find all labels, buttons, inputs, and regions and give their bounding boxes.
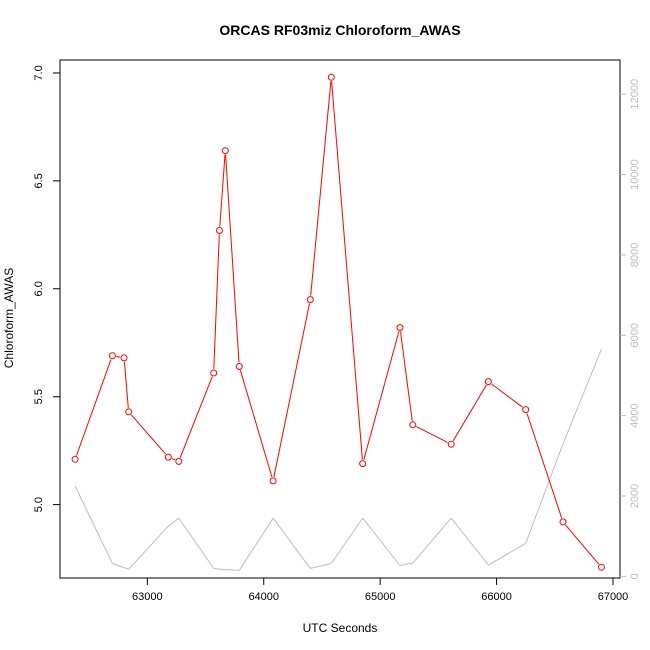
primary-series-point: [164, 453, 172, 461]
primary-series-segment: [225, 154, 240, 363]
primary-series-point: [559, 518, 567, 526]
primary-series-point: [108, 352, 116, 360]
primary-series-segment: [116, 355, 121, 358]
primary-series-point: [175, 457, 183, 465]
x-tick-label: 64000: [248, 591, 279, 603]
y2-tick-label: 12000: [629, 79, 641, 110]
primary-series-segment: [452, 384, 487, 441]
y-tick-label: 6.5: [33, 173, 45, 188]
primary-series-point: [221, 147, 229, 155]
secondary-series-segment: [310, 563, 332, 569]
primary-series-segment: [273, 303, 310, 478]
y2-tick-label: 8000: [629, 243, 641, 267]
primary-series-point: [359, 460, 367, 468]
primary-series-segment: [331, 81, 363, 460]
primary-series-point: [306, 296, 314, 304]
secondary-series-segment: [167, 517, 180, 527]
primary-series-point: [447, 440, 455, 448]
y2-tick-label: 6000: [629, 323, 641, 347]
y2-tick-label: 2000: [629, 484, 641, 508]
x-axis-label: UTC Seconds: [303, 621, 378, 635]
y-axis-left: 5.0 5.5 6.0 6.5 7.0: [33, 65, 60, 512]
secondary-series-segment: [178, 517, 215, 569]
primary-series-point: [125, 408, 133, 416]
secondary-series-segment: [74, 485, 113, 564]
y-axis-right: 0 2000 4000 6000 8000 10000 12000: [620, 79, 641, 579]
x-tick-label: 66000: [481, 591, 512, 603]
primary-series-point: [71, 455, 79, 463]
primary-series-segment: [179, 376, 213, 458]
primary-series-point: [597, 563, 605, 571]
primary-series-segment: [219, 154, 226, 227]
y2-tick-label: 10000: [629, 159, 641, 190]
x-tick-label: 67000: [598, 591, 629, 603]
primary-series-segment: [76, 359, 112, 456]
primary-series-segment: [363, 331, 400, 460]
primary-series-point: [235, 363, 243, 370]
primary-series-segment: [310, 81, 332, 296]
primary-series-point: [120, 354, 128, 362]
primary-series-point: [522, 406, 530, 414]
secondary-series-segment: [412, 517, 452, 564]
secondary-series-segment: [525, 443, 564, 544]
primary-series-point: [216, 227, 223, 234]
primary-series-segment: [171, 458, 176, 461]
primary-series-segment: [239, 370, 273, 478]
secondary-series-segment: [330, 517, 364, 564]
plot-frame: [59, 59, 621, 579]
secondary-series-segment: [213, 567, 220, 570]
secondary-series-segment: [450, 517, 489, 566]
primary-series-point: [409, 421, 417, 429]
x-tick-label: 65000: [365, 591, 396, 603]
y-axis-label: Chloroform_AWAS: [2, 268, 16, 368]
primary-series-segment: [565, 524, 600, 565]
primary-series-point: [396, 324, 404, 332]
primary-series-segment: [400, 331, 413, 421]
primary-series-segment: [123, 361, 129, 408]
y-tick-label: 7.0: [33, 65, 45, 80]
primary-series-point: [327, 73, 335, 81]
secondary-series-segment: [562, 349, 602, 444]
x-axis: 63000 64000 65000 66000 67000: [132, 577, 629, 603]
primary-series-line-group: [76, 81, 600, 565]
secondary-series-segment: [128, 525, 169, 570]
chart-title: ORCAS RF03miz Chloroform_AWAS: [219, 22, 460, 38]
primary-series-points-group: [71, 73, 605, 571]
y2-tick-label: 0: [629, 573, 641, 579]
primary-series-segment: [416, 426, 448, 443]
primary-series-point: [484, 378, 492, 386]
primary-series-segment: [491, 383, 523, 408]
primary-series-segment: [130, 414, 166, 455]
primary-series-segment: [526, 413, 563, 519]
x-tick-label: 63000: [132, 591, 163, 603]
secondary-series-segment: [399, 562, 413, 566]
primary-series-segment: [213, 234, 220, 370]
secondary-series-line-group: [74, 349, 602, 571]
secondary-series-segment: [488, 542, 526, 566]
secondary-series-segment: [362, 517, 401, 566]
y-tick-label: 5.0: [33, 497, 45, 512]
y2-tick-label: 4000: [629, 403, 641, 427]
secondary-series-segment: [272, 517, 311, 569]
primary-series-point: [269, 477, 277, 485]
primary-series-point: [210, 369, 218, 377]
secondary-series-segment: [225, 569, 240, 571]
secondary-series-segment: [123, 567, 129, 570]
y-tick-label: 5.5: [33, 389, 45, 404]
y-tick-label: 6.0: [33, 281, 45, 296]
secondary-series-segment: [238, 517, 274, 571]
secondary-series-segment: [112, 563, 125, 569]
